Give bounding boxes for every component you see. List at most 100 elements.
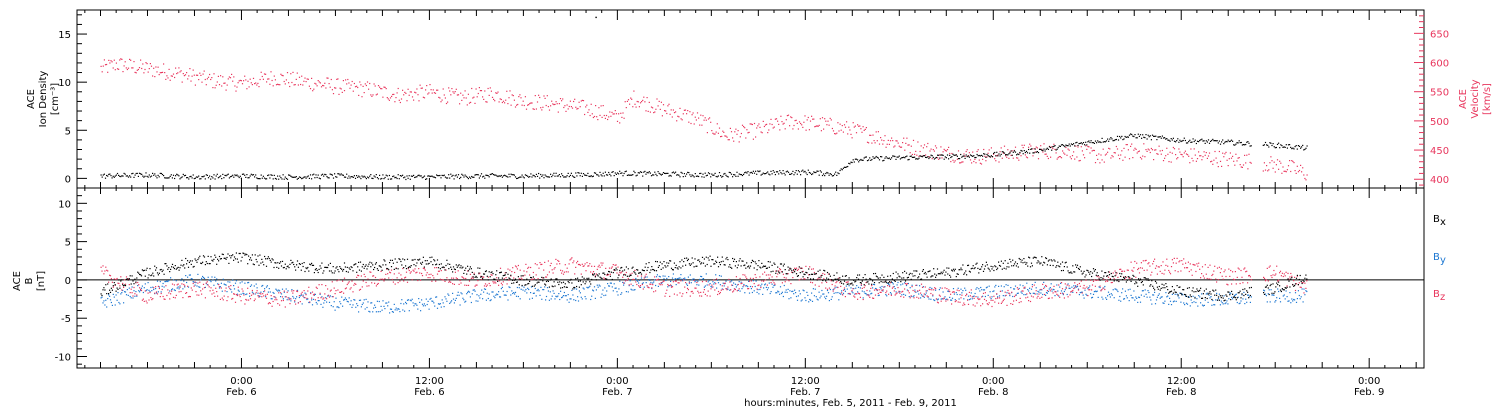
- by-series-point: [1167, 295, 1169, 297]
- bz-series-point: [751, 286, 753, 288]
- bz-series-point: [160, 292, 162, 295]
- bz-series-point: [871, 285, 873, 287]
- by-series-point: [698, 284, 700, 286]
- velocity-series-point: [1219, 160, 1222, 162]
- by-series-point: [878, 294, 880, 296]
- by-series-point: [863, 291, 865, 293]
- velocity-series-point: [192, 69, 194, 71]
- velocity-series-point: [619, 122, 621, 124]
- velocity-series-point: [729, 127, 731, 129]
- bz-series-point: [860, 284, 862, 286]
- density-series-point: [336, 176, 338, 178]
- bz-series-point: [135, 282, 137, 284]
- by-series-point: [596, 284, 598, 286]
- velocity-series-point: [899, 146, 901, 148]
- bz-series-point: [409, 272, 411, 274]
- density-series-point: [1055, 149, 1057, 151]
- velocity-series-point: [1030, 145, 1032, 147]
- density-series-point: [1194, 139, 1196, 141]
- bx-series-point: [107, 283, 109, 285]
- bx-series-point: [114, 284, 116, 286]
- velocity-series-point: [1119, 158, 1121, 160]
- by-series-point: [877, 294, 879, 297]
- velocity-series-point: [876, 140, 878, 142]
- bx-series-point: [121, 279, 123, 281]
- density-series-point: [979, 155, 981, 157]
- bz-series-point: [384, 278, 386, 280]
- density-series-point: [832, 175, 835, 177]
- bx-series-point: [132, 280, 134, 282]
- velocity-series-point: [329, 86, 331, 88]
- by-series-point: [764, 284, 766, 286]
- velocity-series-point: [258, 86, 260, 88]
- bz-series-point: [1042, 283, 1044, 285]
- density-series-point: [376, 177, 378, 179]
- bz-series-point: [1053, 285, 1055, 287]
- velocity-series-point: [614, 110, 616, 112]
- density-series-point: [692, 175, 694, 177]
- density-series-point: [153, 174, 155, 176]
- by-series-point: [781, 291, 783, 293]
- velocity-series-point: [477, 92, 479, 95]
- velocity-series-point: [210, 78, 212, 81]
- density-series-point: [893, 155, 895, 157]
- density-series-point: [280, 177, 282, 179]
- by-series-point: [1123, 298, 1126, 300]
- bz-series-point: [670, 284, 672, 286]
- bz-series-point: [967, 303, 970, 305]
- velocity-series-point: [1173, 148, 1176, 150]
- by-series-point: [1001, 290, 1003, 292]
- density-series-point: [371, 177, 373, 179]
- by-series-point: [656, 274, 658, 276]
- velocity-series-point: [1045, 153, 1047, 155]
- by-series-point: [512, 292, 514, 295]
- density-series-point: [1165, 138, 1167, 140]
- density-series-point: [180, 177, 182, 179]
- density-series-point: [1238, 140, 1240, 142]
- density-series-point: [1227, 139, 1229, 141]
- by-series-point: [947, 290, 949, 292]
- by-series-point: [748, 292, 751, 294]
- density-series-point: [658, 172, 660, 174]
- by-series-point: [898, 291, 900, 293]
- bz-series-point: [1068, 285, 1070, 287]
- bz-series-point: [888, 293, 890, 295]
- by-series-point: [1010, 287, 1012, 289]
- bz-series-point: [177, 283, 179, 285]
- density-series-point: [1057, 147, 1059, 149]
- bx-series-point: [190, 263, 192, 265]
- density-series-point: [934, 157, 937, 159]
- velocity-series-point: [1003, 145, 1006, 147]
- velocity-series-point: [459, 103, 461, 105]
- by-series-point: [1224, 303, 1226, 305]
- bz-series-point: [868, 295, 870, 297]
- bz-series-point: [505, 277, 507, 279]
- bx-series-point: [201, 262, 203, 265]
- bz-series-point: [1022, 290, 1024, 292]
- bz-series-point: [691, 290, 693, 292]
- by-series-point: [426, 303, 428, 306]
- density-series-point: [237, 175, 239, 177]
- bz-series-point: [845, 281, 847, 283]
- density-series-point: [281, 178, 283, 180]
- density-series-point: [369, 175, 371, 177]
- density-series-point: [931, 155, 933, 157]
- bz-series-point: [801, 267, 803, 269]
- bz-series-point: [302, 295, 304, 297]
- density-series-point: [326, 176, 328, 178]
- velocity-series-point: [1022, 147, 1024, 149]
- bz-series-point: [166, 294, 168, 297]
- by-series-point: [875, 288, 877, 290]
- density-series-point: [317, 174, 319, 176]
- by-series-point: [469, 296, 471, 298]
- density-series-point: [785, 171, 787, 173]
- by-series-point: [582, 287, 584, 289]
- density-series-point: [631, 174, 633, 176]
- by-series-point: [502, 290, 504, 292]
- by-series-point: [1046, 292, 1048, 294]
- density-series-point: [1035, 151, 1037, 153]
- by-series-point: [802, 289, 804, 291]
- velocity-series-point: [1301, 171, 1303, 173]
- density-series-point: [225, 175, 227, 177]
- bz-series-point: [900, 295, 902, 298]
